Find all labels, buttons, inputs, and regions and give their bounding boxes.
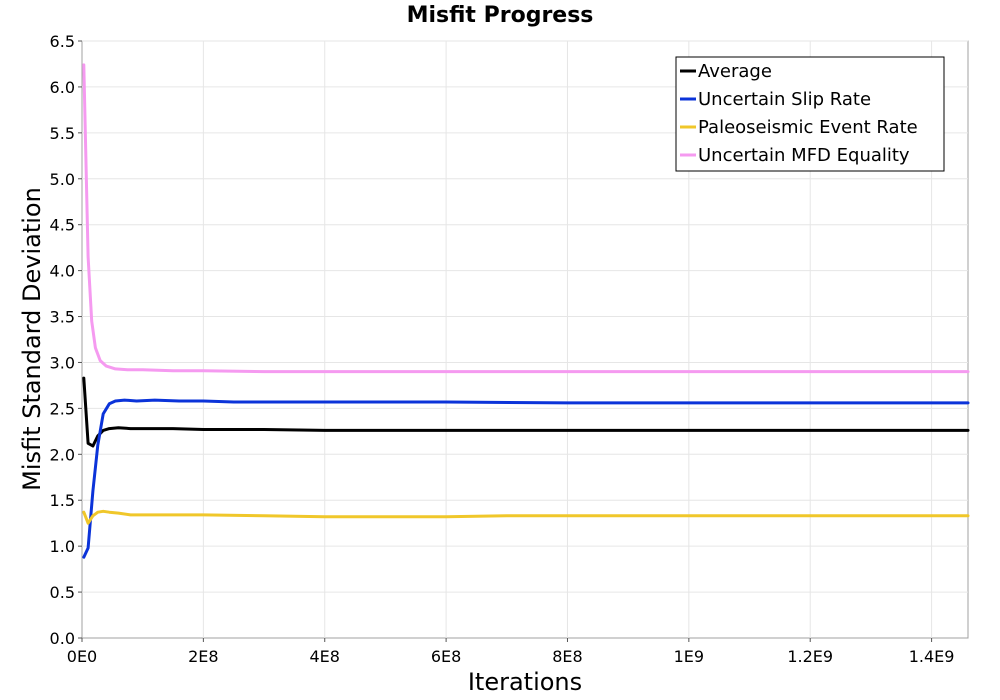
x-axis: 0E0 2E8 4E8 6E8 8E8 1E9 1.2E9 1.4E9	[67, 638, 955, 666]
x-tick-label: 2E8	[188, 647, 218, 666]
y-tick-label: 6.0	[50, 78, 75, 97]
legend-label-average: Average	[698, 61, 772, 82]
legend-label-uncertain-slip-rate: Uncertain Slip Rate	[698, 89, 871, 110]
x-tick-label: 1E9	[674, 647, 704, 666]
x-tick-label: 4E8	[310, 647, 340, 666]
y-tick-label: 1.5	[50, 491, 75, 510]
y-axis: 0.0 0.5 1.0 1.5 2.0 2.5 3.0 3.5 4.0 4.5 5.0 5.5 6.0 6…	[50, 32, 82, 648]
y-tick-label: 0.0	[50, 629, 75, 648]
y-axis-label: Misfit Standard Deviation	[18, 187, 46, 491]
y-tick-label: 2.5	[50, 399, 75, 418]
chart-legend: Average Uncertain Slip Rate Paleoseismic E…	[675, 56, 945, 172]
y-tick-label: 2.0	[50, 445, 75, 464]
legend-label-uncertain-mfd-equality: Uncertain MFD Equality	[698, 145, 910, 166]
series-line-uncertain-slip-rate	[82, 398, 970, 559]
chart-title: Misfit Progress	[407, 3, 594, 28]
y-tick-label: 3.0	[50, 353, 75, 372]
y-tick-label: 4.0	[50, 262, 75, 281]
y-tick-label: 5.0	[50, 170, 75, 189]
series-line-paleoseismic-event-rate	[82, 509, 970, 525]
grid-lines	[82, 40, 968, 638]
y-tick-label: 1.0	[50, 537, 75, 556]
x-axis-label: Iterations	[468, 668, 582, 696]
series-line-average	[82, 376, 970, 448]
x-tick-label: 0E0	[67, 647, 97, 666]
y-tick-label: 4.5	[50, 216, 75, 235]
x-tick-label: 1.4E9	[909, 647, 955, 666]
y-tick-label: 5.5	[50, 124, 75, 143]
series-line-uncertain-mfd-equality	[82, 63, 970, 374]
x-tick-label: 8E8	[552, 647, 582, 666]
series-lines	[82, 63, 970, 559]
x-tick-label: 6E8	[431, 647, 461, 666]
x-tick-label: 1.2E9	[787, 647, 833, 666]
y-tick-label: 0.5	[50, 583, 75, 602]
legend-label-paleoseismic-event-rate: Paleoseismic Event Rate	[698, 117, 918, 138]
legend-box	[675, 56, 945, 172]
y-tick-label: 3.5	[50, 308, 75, 327]
y-tick-label: 6.5	[50, 32, 75, 51]
